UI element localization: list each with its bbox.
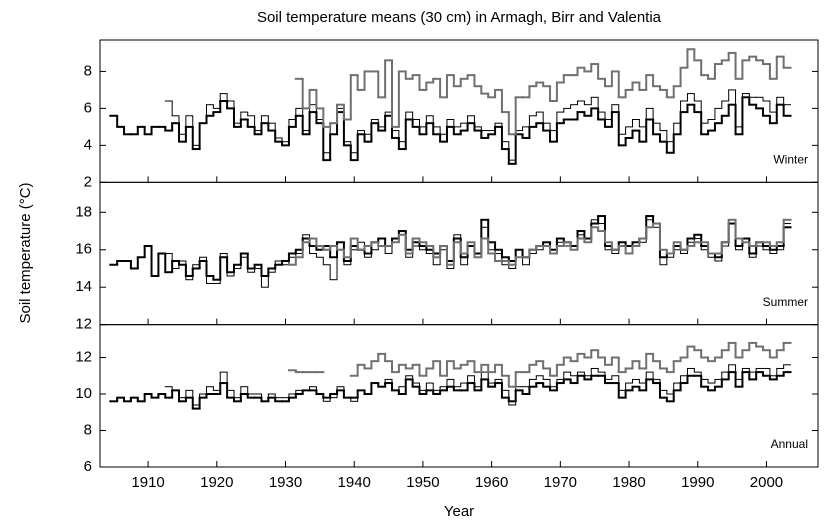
y-tick-label: 6: [84, 458, 92, 475]
y-tick-label: 16: [75, 241, 92, 258]
y-tick-label: 14: [75, 278, 92, 295]
y-tick-label: 12: [75, 316, 92, 333]
y-tick-label: 6: [84, 99, 92, 116]
panel-label: Summer: [763, 295, 808, 309]
panel-frame: [99, 324, 819, 468]
x-axis-label: Year: [444, 503, 474, 520]
x-tick-label: 1950: [406, 474, 439, 491]
y-axis-label: Soil temperature (°C): [17, 182, 34, 323]
y-tick-label: 10: [75, 385, 92, 402]
y-tick-label: 8: [84, 421, 92, 438]
x-tick-label: 1990: [681, 474, 714, 491]
y-tick-label: 8: [84, 62, 92, 79]
y-tick-label: 2: [84, 173, 92, 190]
x-tick-label: 2000: [750, 474, 783, 491]
x-tick-label: 1920: [200, 474, 233, 491]
panel-frame: [99, 39, 819, 183]
x-tick-label: 1980: [612, 474, 645, 491]
x-tick-label: 1970: [544, 474, 577, 491]
y-tick-label: 18: [75, 203, 92, 220]
x-tick-label: 1960: [475, 474, 508, 491]
panel-label: Winter: [773, 153, 808, 167]
x-tick-label: 1940: [338, 474, 371, 491]
y-tick-label: 12: [75, 348, 92, 365]
chart-title: Soil temperature means (30 cm) in Armagh…: [257, 9, 662, 26]
x-tick-label: 1910: [131, 474, 164, 491]
y-tick-label: 4: [84, 136, 92, 153]
panel-label: Annual: [771, 437, 808, 451]
x-tick-label: 1930: [269, 474, 302, 491]
